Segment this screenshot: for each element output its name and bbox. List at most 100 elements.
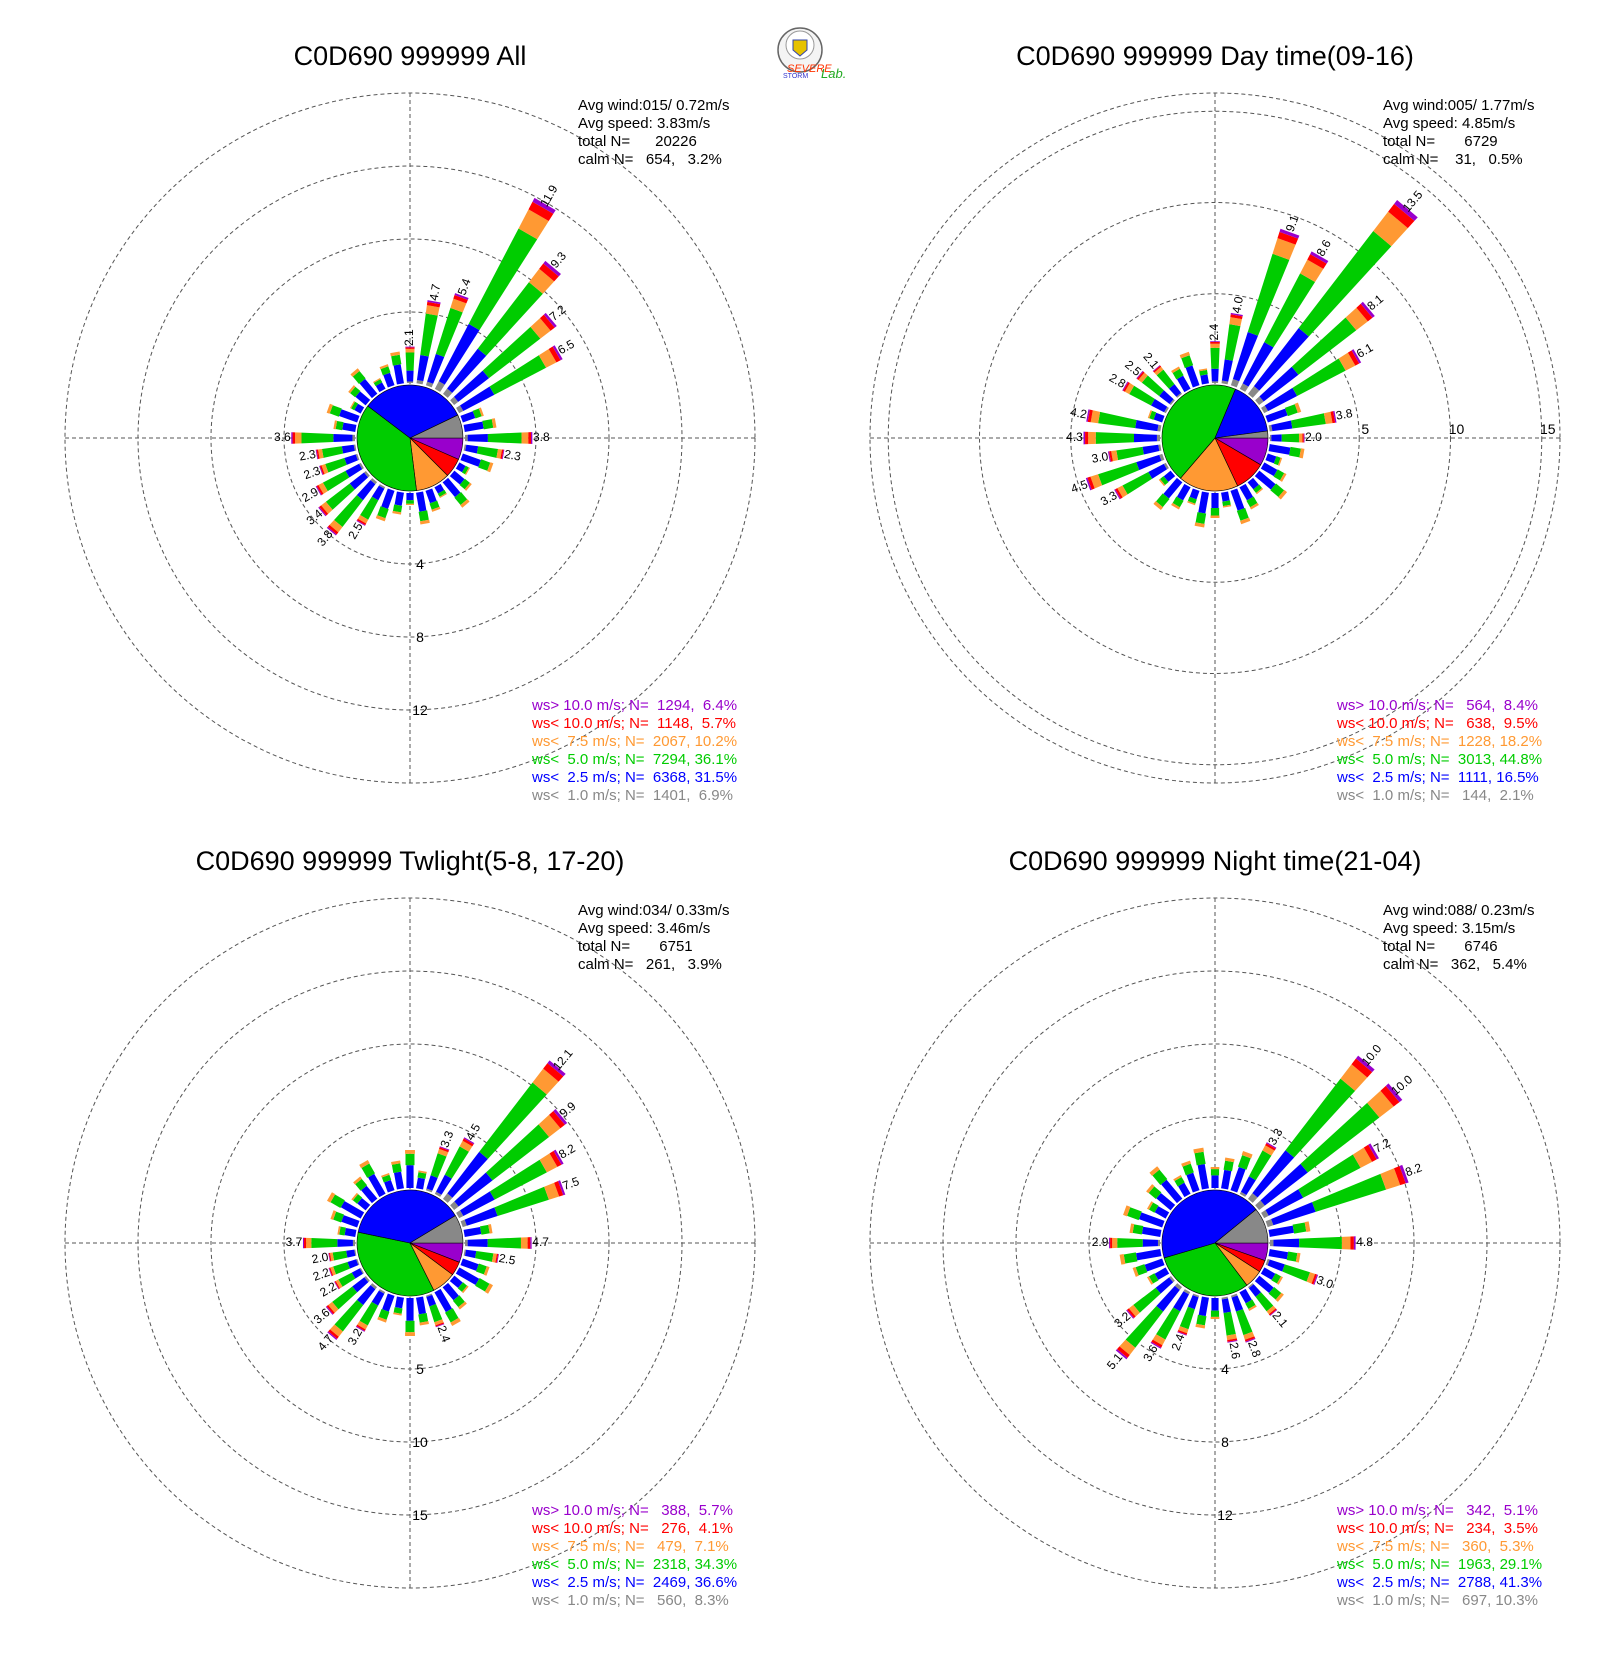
bar-270-seg3 (1088, 431, 1096, 445)
bar-label-250: 2.3 (302, 463, 323, 482)
bar-210-seg1 (371, 485, 385, 501)
bar-250-seg5 (328, 1267, 333, 1277)
bar-230-seg5 (1126, 1309, 1135, 1319)
bar-220-seg3 (329, 1324, 343, 1337)
bar-220-seg1 (356, 1285, 376, 1306)
spoke-100-seg0 (1268, 444, 1291, 455)
spoke-150-seg2 (439, 492, 447, 499)
bar-40-seg4 (1388, 203, 1415, 229)
bar-30-seg0 (434, 381, 445, 392)
bar-50-seg2 (1300, 1102, 1380, 1173)
spoke-120-seg2 (1279, 472, 1287, 482)
bar-110-seg1 (1267, 1259, 1285, 1272)
pie-slice-5 (1214, 1209, 1269, 1244)
bar-160-seg2 (429, 1304, 443, 1323)
bar-30-seg5 (1266, 1142, 1277, 1149)
spoke-290-seg0 (1138, 1212, 1165, 1228)
bar-210-seg3 (357, 515, 369, 524)
bar-50-seg3 (1367, 1090, 1394, 1118)
spoke-260-seg0 (1135, 1249, 1162, 1261)
bar-20-seg1 (1232, 332, 1259, 382)
bar-200-seg1 (1187, 1295, 1199, 1310)
bar-260-seg5 (1107, 451, 1111, 462)
bar-220-seg1 (1156, 1285, 1180, 1312)
bar-80-seg1 (1271, 420, 1293, 432)
bar-90-seg2 (487, 432, 522, 444)
bar-60-seg4 (549, 1150, 562, 1167)
legend-entry-1: ws> 10.0 m/s; N= 1294, 6.4% (531, 697, 737, 714)
bar-60-seg0 (456, 405, 464, 414)
bar-240-seg5 (334, 1281, 339, 1290)
legend-entry-3: ws< 7.5 m/s; N= 479, 7.1% (531, 1538, 729, 1555)
bar-90-seg0 (465, 434, 468, 442)
spoke-150-seg0 (1239, 1288, 1252, 1304)
legend-entry-4: ws< 5.0 m/s; N= 7294, 36.1% (531, 751, 737, 768)
bar-label-20: 5.4 (455, 276, 474, 297)
bar-60-seg5 (1368, 1143, 1379, 1160)
spoke-70-seg1 (472, 408, 482, 419)
bar-20-seg0 (425, 381, 434, 388)
bar-240-seg4 (316, 485, 324, 495)
bar-200-seg2 (1179, 1306, 1195, 1330)
spoke-340-seg2 (379, 364, 389, 370)
bar-240-seg1 (351, 1268, 363, 1279)
spoke-240-seg0 (1154, 1267, 1170, 1280)
spoke-290-seg1 (329, 405, 342, 417)
bar-10-seg1 (1221, 359, 1233, 382)
stat-line-1: Avg wind:034/ 0.33m/s (578, 902, 729, 919)
bar-60-seg2 (1292, 358, 1346, 396)
bar-90-seg4 (1302, 433, 1304, 443)
bar-210-seg4 (356, 1324, 366, 1332)
bar-230-seg2 (325, 483, 355, 510)
spoke-330-seg0 (1176, 375, 1191, 393)
bar-40-seg2 (1298, 231, 1392, 337)
bar-40-seg1 (447, 1151, 488, 1198)
bar-80-seg0 (1268, 424, 1273, 432)
spoke-200-seg2 (1187, 500, 1196, 506)
bar-0-seg0 (406, 381, 414, 383)
spoke-150-seg1 (437, 489, 447, 497)
bar-210-seg4 (1151, 1339, 1163, 1348)
bar-240-seg1 (1148, 463, 1167, 479)
bar-270-seg3 (306, 1237, 312, 1249)
ring-label-5: 5 (1361, 421, 1369, 437)
ring-10 (210, 1043, 610, 1443)
bar-210-seg1 (371, 1290, 385, 1306)
spoke-190-seg1 (1196, 1314, 1207, 1326)
bar-100-seg5 (501, 449, 505, 460)
spoke-120-seg0 (455, 1267, 480, 1286)
bar-270-seg5 (302, 1237, 305, 1249)
bar-100-seg0 (463, 1249, 467, 1256)
bar-220-seg4 (328, 1329, 339, 1339)
spoke-160-seg1 (429, 500, 440, 510)
spoke-70-seg0 (1265, 408, 1288, 423)
pie-slice-5 (1214, 430, 1269, 439)
spoke-130-seg0 (1254, 1275, 1274, 1294)
spoke-280-seg1 (339, 1226, 346, 1236)
spoke-290-seg2 (330, 1210, 337, 1220)
spoke-280-seg1 (335, 420, 344, 431)
spoke-210-seg0 (1176, 483, 1191, 501)
spoke-170-seg0 (416, 491, 427, 512)
spoke-350-seg1 (391, 1163, 402, 1174)
spoke-190-seg0 (1198, 1296, 1209, 1317)
panel-title: C0D690 999999 Night time(21-04) (1009, 846, 1422, 876)
bar-310-seg2 (1141, 375, 1164, 396)
bar-310-seg1 (1159, 390, 1174, 404)
stat-line-2: Avg speed: 3.15m/s (1383, 920, 1515, 937)
legend-entry-1: ws> 10.0 m/s; N= 564, 8.4% (1336, 697, 1538, 714)
bar-40-seg0 (1247, 386, 1260, 398)
bar-240-seg1 (345, 463, 363, 478)
bar-160-seg3 (434, 1319, 444, 1326)
bar-170-seg3 (1226, 1333, 1237, 1341)
spoke-340-seg0 (383, 372, 395, 388)
bar-300-seg0 (1164, 406, 1169, 414)
stat-line-3: total N= 6751 (578, 938, 693, 955)
spoke-140-seg0 (442, 1282, 459, 1301)
bar-220-seg3 (1119, 1339, 1136, 1356)
bar-60-seg1 (1264, 387, 1298, 412)
pie-slice-3 (1161, 384, 1236, 479)
spoke-110-seg2 (487, 462, 494, 473)
bar-90-seg5 (1303, 433, 1305, 443)
